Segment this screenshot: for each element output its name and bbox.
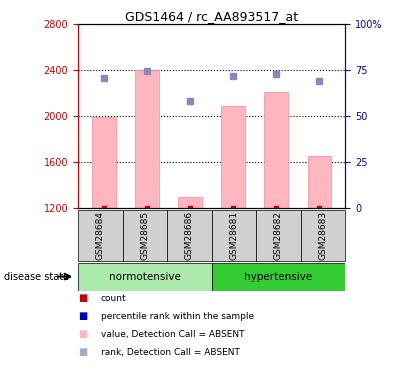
Bar [264, 92, 288, 208]
Text: rank, Detection Call = ABSENT: rank, Detection Call = ABSENT [101, 348, 240, 357]
Bar [167, 210, 212, 261]
Text: ■: ■ [78, 311, 88, 321]
Bar [301, 210, 345, 261]
Bar [212, 210, 256, 261]
Bar [222, 106, 245, 208]
Bar [122, 210, 167, 261]
Text: hypertensive: hypertensive [244, 272, 313, 282]
Title: GDS1464 / rc_AA893517_at: GDS1464 / rc_AA893517_at [125, 10, 298, 23]
Bar [256, 210, 301, 261]
Bar [135, 70, 159, 208]
Text: GSM28685: GSM28685 [141, 211, 149, 260]
Text: ■: ■ [78, 347, 88, 357]
Text: percentile rank within the sample: percentile rank within the sample [101, 312, 254, 321]
Bar [212, 262, 345, 291]
Bar [178, 196, 202, 208]
Text: normotensive: normotensive [109, 272, 181, 282]
Text: count: count [101, 294, 126, 303]
Text: ■: ■ [78, 293, 88, 303]
Text: value, Detection Call = ABSENT: value, Detection Call = ABSENT [101, 330, 244, 339]
Text: ■: ■ [78, 329, 88, 339]
Bar [78, 262, 212, 291]
Text: GSM28682: GSM28682 [274, 211, 283, 260]
Text: GSM28681: GSM28681 [229, 211, 238, 260]
Text: GSM28686: GSM28686 [185, 211, 194, 260]
Text: GSM28684: GSM28684 [96, 211, 105, 260]
Text: GSM28683: GSM28683 [319, 211, 328, 260]
Bar [78, 210, 122, 261]
Bar [92, 117, 116, 208]
Bar [307, 156, 331, 208]
Text: disease state: disease state [4, 272, 69, 282]
